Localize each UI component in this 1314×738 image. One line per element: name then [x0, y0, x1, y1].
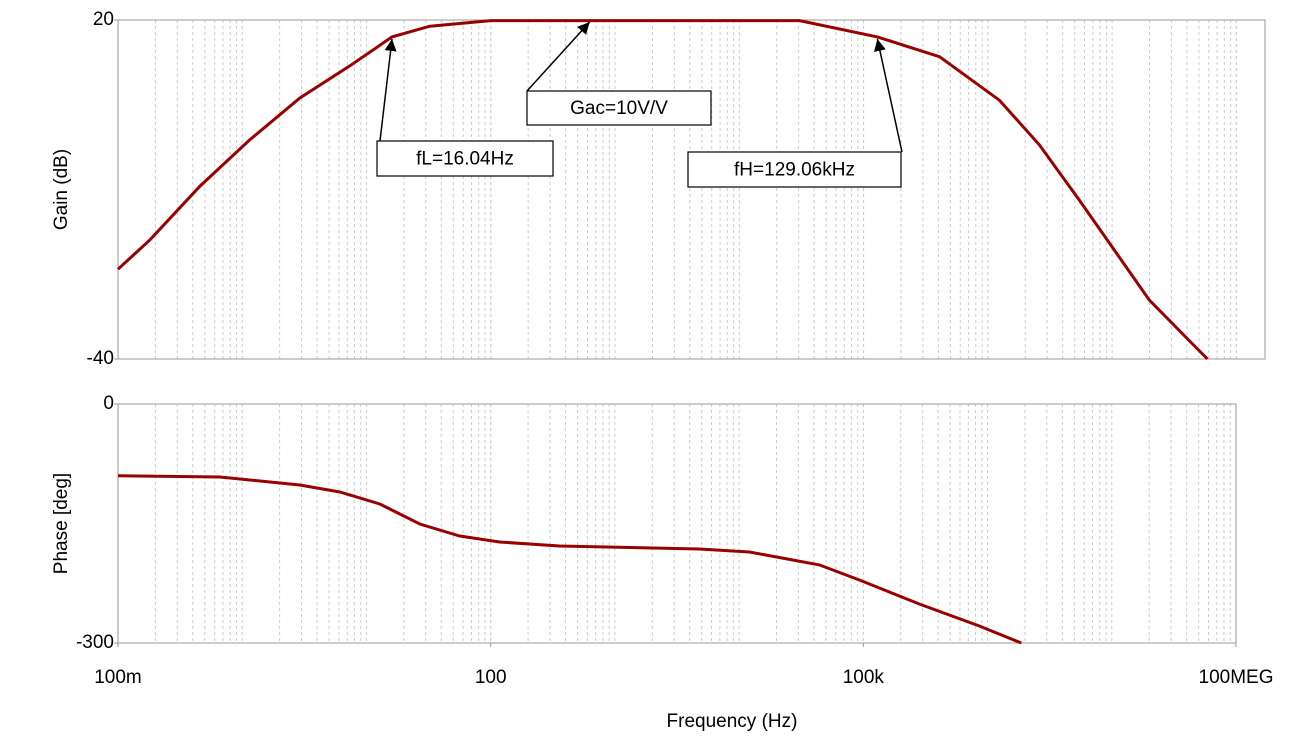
annotation-text: fL=16.04Hz — [416, 149, 514, 170]
y-tick-label: 0 — [103, 393, 114, 414]
y-tick-label: 20 — [93, 9, 114, 30]
x-tick-label: 100k — [843, 667, 885, 688]
data-line — [117, 474, 1022, 645]
x-tick-label: 100m — [94, 667, 142, 688]
y-axis-label: Gain (dB) — [51, 149, 72, 230]
data-line — [116, 19, 1209, 361]
x-tick-label: 100MEG — [1199, 667, 1274, 688]
x-tick-label: 100 — [475, 667, 507, 688]
annotation-arrow — [874, 38, 903, 153]
annotation-text: Gac=10V/V — [570, 98, 668, 119]
y-tick-label: -40 — [87, 348, 114, 369]
annotation-box — [376, 140, 554, 177]
x-axis-label: Frequency (Hz) — [667, 711, 798, 732]
annotation-arrow — [526, 21, 591, 92]
annotation-box — [526, 90, 712, 126]
annotation-box — [687, 151, 902, 188]
annotation-arrow — [379, 38, 397, 142]
y-axis-label: Phase [deg] — [51, 473, 72, 574]
y-tick-label: -300 — [76, 632, 114, 653]
plot-frame — [117, 403, 1237, 644]
annotation-text: fH=129.06kHz — [734, 160, 855, 181]
